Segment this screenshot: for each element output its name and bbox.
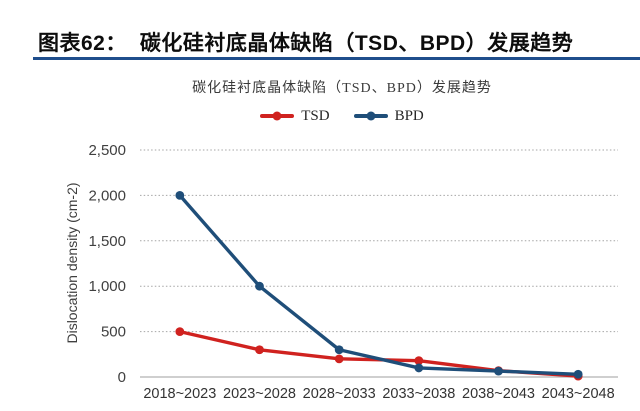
- x-tick-label-2: 2028~2033: [303, 386, 376, 402]
- legend-line-marker-tsd-icon: [260, 111, 295, 121]
- series-point-tsd-1: [255, 345, 264, 355]
- x-tick-label-3: 2033~2038: [382, 386, 455, 402]
- y-tick-label-0: 0: [118, 369, 126, 386]
- legend-label-bpd: BPD: [394, 107, 424, 124]
- series-line-tsd: [178, 329, 580, 378]
- series-point-tsd-2: [334, 354, 344, 364]
- series-point-bpd-3: [414, 363, 424, 373]
- line-chart-plot: 0 500 1,000 1,500 2,000 2,500 2018~2023 2023~20…: [64, 142, 618, 402]
- chart-title: 碳化硅衬底晶体缺陷（TSD、BPD）发展趋势: [192, 81, 492, 96]
- legend-dot-tsd-icon: [272, 111, 282, 121]
- y-tick-label-2000: 2,000: [88, 187, 126, 204]
- series-point-bpd-0: [175, 191, 185, 200]
- chart-legend: TSD BPD: [44, 105, 640, 127]
- y-axis-title: Dislocation density (cm-2): [64, 182, 80, 343]
- series-point-bpd-4: [494, 366, 503, 376]
- legend-item-tsd: TSD: [260, 107, 330, 125]
- x-tick-label-0: 2018~2023: [143, 386, 216, 402]
- series-point-bpd-5: [573, 369, 583, 379]
- legend-dot-bpd-icon: [366, 111, 376, 121]
- legend-line-marker-bpd-icon: [353, 111, 388, 121]
- figure-title: 碳化硅衬底晶体缺陷（TSD、BPD）发展趋势: [139, 32, 574, 55]
- y-tick-label-2500: 2,500: [88, 142, 126, 159]
- x-tick-label-1: 2023~2028: [223, 386, 296, 402]
- series-line-bpd: [178, 193, 580, 376]
- figure-header: 图表62： 碳化硅衬底晶体缺陷（TSD、BPD）发展趋势: [38, 27, 630, 57]
- series-point-bpd-2: [334, 345, 344, 355]
- series-point-bpd-1: [255, 281, 264, 291]
- y-tick-label-500: 500: [101, 324, 126, 341]
- legend-label-tsd: TSD: [301, 107, 330, 124]
- y-tick-label-1500: 1,500: [88, 233, 126, 250]
- header-divider: [33, 57, 640, 60]
- y-tick-label-1000: 1,000: [88, 278, 126, 295]
- figure-number: 图表62：: [38, 32, 127, 55]
- legend-item-bpd: BPD: [353, 107, 424, 125]
- x-tick-label-5: 2043~2048: [542, 386, 615, 402]
- series-point-tsd-0: [175, 327, 185, 336]
- series-point-tsd-3: [414, 356, 424, 366]
- x-tick-label-4: 2038~2043: [462, 386, 535, 402]
